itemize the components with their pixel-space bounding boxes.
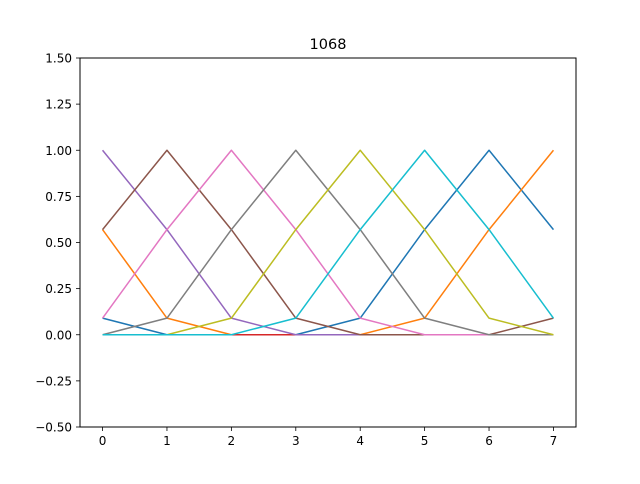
x-tick-label: 0 (99, 434, 107, 448)
y-tick-label: 0.50 (45, 236, 72, 250)
y-tick-label: 1.00 (45, 144, 72, 158)
x-tick-label: 7 (550, 434, 558, 448)
x-axis: 0 1 2 3 4 5 6 7 (99, 427, 558, 448)
x-tick-label: 5 (421, 434, 429, 448)
y-tick-label: 1.25 (45, 98, 72, 112)
y-tick-label: 1.50 (45, 52, 72, 66)
x-tick-label: 4 (356, 434, 364, 448)
x-tick-label: 2 (228, 434, 236, 448)
series-layer (101, 149, 555, 336)
x-tick-label: 1 (163, 434, 171, 448)
y-tick-label: 0.00 (45, 328, 72, 342)
y-tick-label: −0.25 (35, 374, 72, 388)
series-line-9 (102, 149, 555, 336)
y-tick-label: −0.50 (35, 421, 72, 435)
x-tick-label: 6 (485, 434, 493, 448)
y-axis: −0.50 −0.25 0.00 0.25 0.50 0.75 1.00 1.25 1.50 (35, 52, 80, 435)
y-tick-label: 0.25 (45, 282, 72, 296)
series-line-8 (102, 149, 554, 336)
x-tick-label: 3 (292, 434, 300, 448)
y-tick-label: 0.75 (45, 190, 72, 204)
chart-title: 1068 (310, 37, 347, 53)
